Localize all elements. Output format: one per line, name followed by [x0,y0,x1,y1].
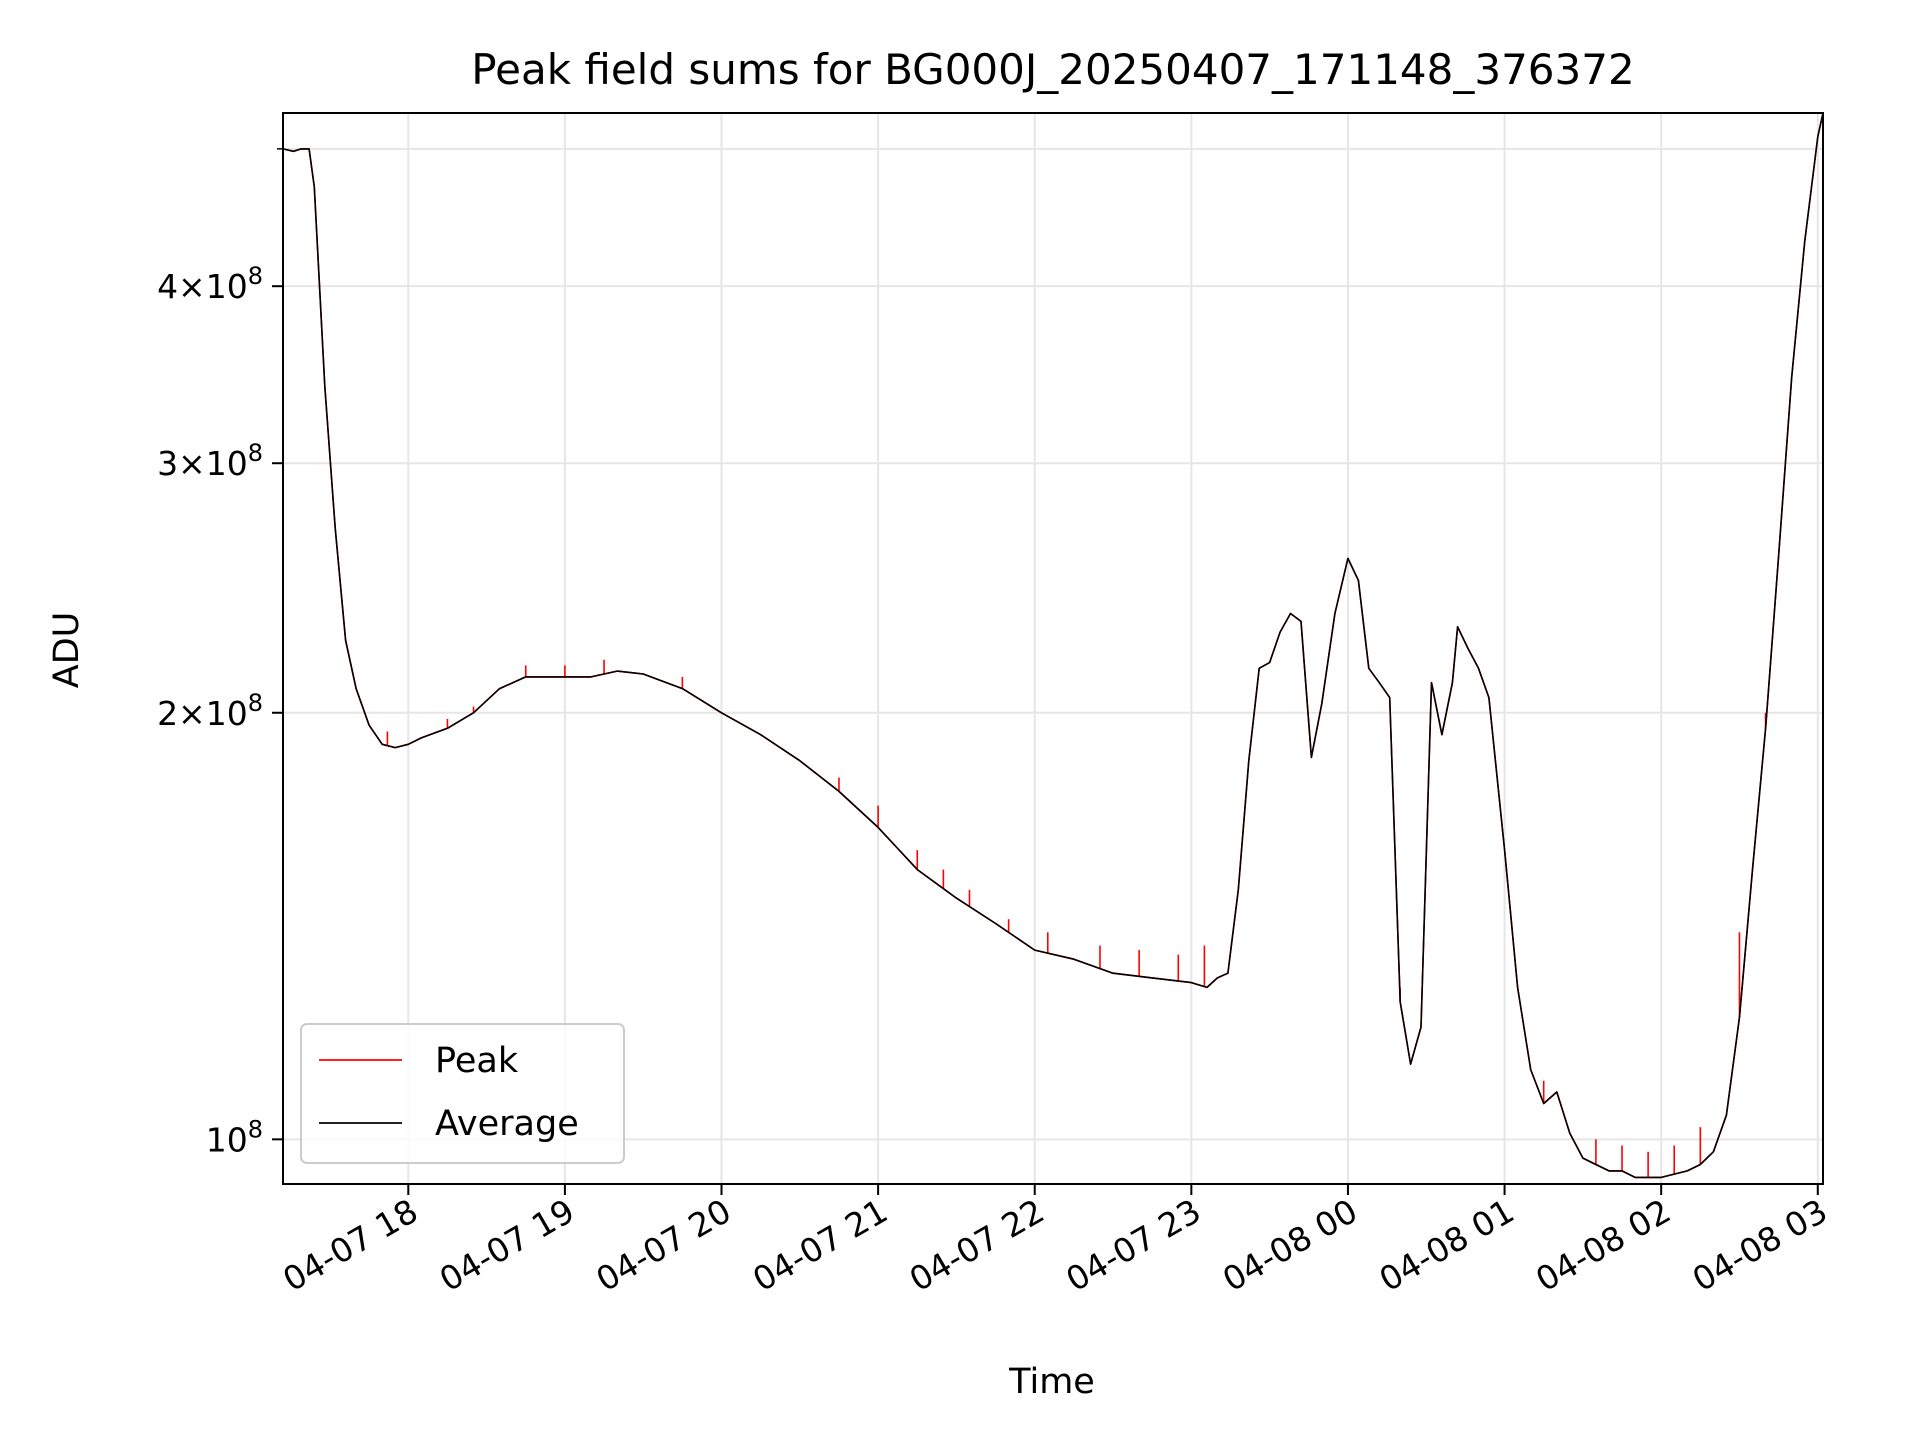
y-axis-label: ADU [47,612,87,689]
y-tick-label: 2×108 [157,689,263,733]
y-tick-label: 108 [206,1115,263,1159]
legend-box [300,1023,625,1164]
chart-title: Peak field sums for BG000J_20250407_1711… [471,45,1634,94]
y-tick-label: 3×108 [157,439,263,483]
grid [283,113,1823,1184]
average-series-line [282,112,1824,1179]
x-axis-label: Time [1008,1362,1095,1402]
y-axis: 108 2×108 3×108 4×108 [157,148,283,1159]
plot-frame [282,112,1824,1185]
legend: Peak Average [300,1023,625,1164]
series-layer [282,112,1824,1179]
legend-label-average: Average [435,1104,579,1144]
legend-label-peak: Peak [435,1041,519,1081]
y-tick-label: 4×108 [157,262,263,306]
